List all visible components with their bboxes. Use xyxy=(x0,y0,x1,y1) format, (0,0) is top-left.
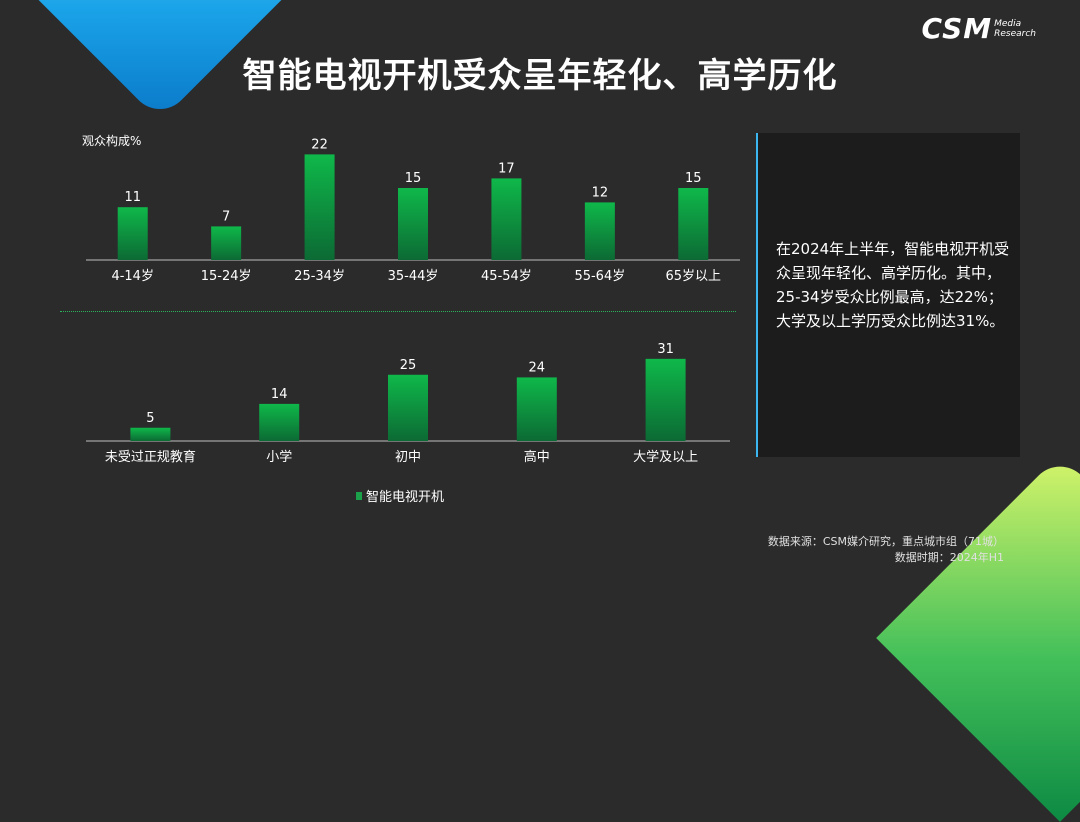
age-category-label: 15-24岁 xyxy=(201,269,252,284)
age-category-label: 65岁以上 xyxy=(666,269,722,284)
age-value-label: 17 xyxy=(498,161,515,176)
education-chart: 5 未受过正规教育 14 小学 25 初中 24 高中 31 大学及以上 xyxy=(86,342,730,465)
education-bar xyxy=(645,358,686,441)
age-value-label: 15 xyxy=(405,171,422,186)
age-value-label: 22 xyxy=(311,137,328,152)
education-value-label: 24 xyxy=(529,360,546,375)
age-bar xyxy=(398,188,428,260)
education-bar xyxy=(516,377,557,441)
logo-sub-text: Media Research xyxy=(994,19,1036,39)
education-category-label: 初中 xyxy=(395,450,421,465)
age-category-label: 45-54岁 xyxy=(481,269,532,284)
education-category-label: 未受过正规教育 xyxy=(105,449,196,465)
education-value-label: 14 xyxy=(271,387,288,402)
age-bar xyxy=(304,154,335,260)
education-value-label: 25 xyxy=(400,358,417,373)
source-line-1: 数据来源：CSM媒介研究，重点城市组（71城） xyxy=(767,535,1004,548)
y-axis-label: 观众构成% xyxy=(82,134,142,148)
source-line-2: 数据时期：2024年H1 xyxy=(894,551,1004,564)
age-bar xyxy=(678,188,709,260)
age-bar xyxy=(584,202,615,260)
age-category-label: 35-44岁 xyxy=(388,269,439,284)
logo-sub-line2: Research xyxy=(994,28,1036,39)
education-category-label: 小学 xyxy=(266,449,292,465)
bar-charts: 11 4-14岁 7 15-24岁 22 25-34岁 15 35-44岁 17 45-54岁 12… xyxy=(86,137,740,465)
legend-swatch xyxy=(356,491,362,500)
summary-panel: 在2024年上半年，智能电视开机受众呈现年轻化、高学历化。其中，25-34岁受众… xyxy=(756,133,1020,457)
education-value-label: 5 xyxy=(146,411,154,426)
age-value-label: 7 xyxy=(222,209,230,224)
age-category-label: 25-34岁 xyxy=(294,269,345,284)
education-category-label: 高中 xyxy=(524,449,550,465)
age-bar xyxy=(491,178,522,260)
section-divider xyxy=(60,311,736,312)
logo-sub-line1: Media xyxy=(994,18,1022,29)
age-bar xyxy=(117,207,148,260)
summary-text: 在2024年上半年，智能电视开机受众呈现年轻化、高学历化。其中，25-34岁受众… xyxy=(776,240,1010,330)
age-value-label: 11 xyxy=(124,190,141,205)
age-bar xyxy=(211,226,242,260)
age-value-label: 15 xyxy=(685,171,702,186)
education-value-label: 31 xyxy=(657,342,674,357)
education-bar xyxy=(259,403,300,441)
logo-main-text: CSM xyxy=(921,12,993,45)
legend-label: 智能电视开机 xyxy=(366,490,445,505)
age-category-label: 55-64岁 xyxy=(574,269,625,284)
education-category-label: 大学及以上 xyxy=(633,449,698,465)
page-title: 智能电视开机受众呈年轻化、高学历化 xyxy=(242,56,838,96)
age-category-label: 4-14岁 xyxy=(111,269,154,284)
age-chart: 11 4-14岁 7 15-24岁 22 25-34岁 15 35-44岁 17 45-54岁 12… xyxy=(86,137,740,284)
csm-logo: CSM Media Research xyxy=(922,12,1036,45)
age-value-label: 12 xyxy=(592,185,609,200)
education-bar xyxy=(130,427,171,441)
legend: 智能电视开机 xyxy=(356,486,444,505)
education-bar xyxy=(388,374,428,441)
data-source: 数据来源：CSM媒介研究，重点城市组（71城） 数据时期：2024年H1 xyxy=(768,534,1004,566)
